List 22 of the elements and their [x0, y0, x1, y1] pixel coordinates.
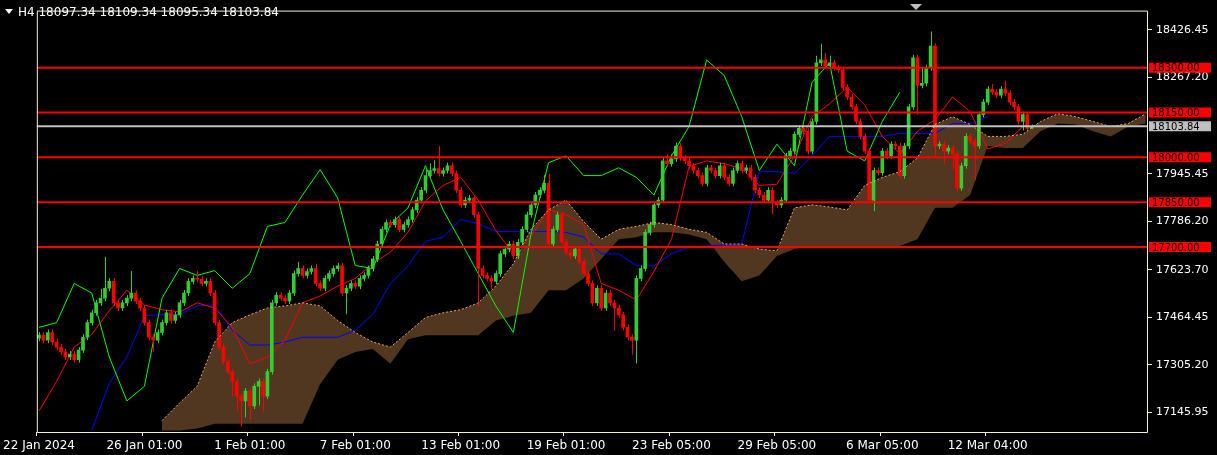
x-tick-label: 7 Feb 01:00 [319, 438, 391, 453]
ref-line-label: 17700.00 [1152, 241, 1200, 253]
x-tick-label: 29 Feb 05:00 [737, 438, 817, 453]
ref-line-label: 17850.00 [1152, 196, 1200, 208]
ref-line-label: 18103.84 [1152, 120, 1200, 132]
x-tick-label: 12 Mar 04:00 [947, 438, 1028, 453]
y-tick-label: 17945.45 [1156, 166, 1209, 180]
ref-line-label: 18000.00 [1152, 151, 1200, 163]
y-tick-label: 17305.20 [1156, 357, 1209, 371]
ref-line-label: 18150.00 [1152, 107, 1200, 119]
y-tick-label: 17464.45 [1156, 310, 1209, 324]
x-tick-label: 26 Jan 01:00 [106, 438, 183, 453]
y-tick-label: 17145.95 [1156, 405, 1209, 419]
y-tick-label: 18426.45 [1156, 22, 1209, 36]
x-tick-label: 1 Feb 01:00 [214, 438, 286, 453]
x-tick-label: 13 Feb 01:00 [421, 438, 501, 453]
x-tick-label: 19 Feb 01:00 [526, 438, 606, 453]
y-tick-label: 17623.70 [1156, 262, 1209, 276]
y-tick-label: 17786.20 [1156, 214, 1209, 228]
x-tick-label: 22 Jan 2024 [3, 438, 76, 453]
x-tick-label: 23 Feb 05:00 [632, 438, 711, 453]
x-tick-label: 6 Mar 05:00 [846, 438, 919, 453]
